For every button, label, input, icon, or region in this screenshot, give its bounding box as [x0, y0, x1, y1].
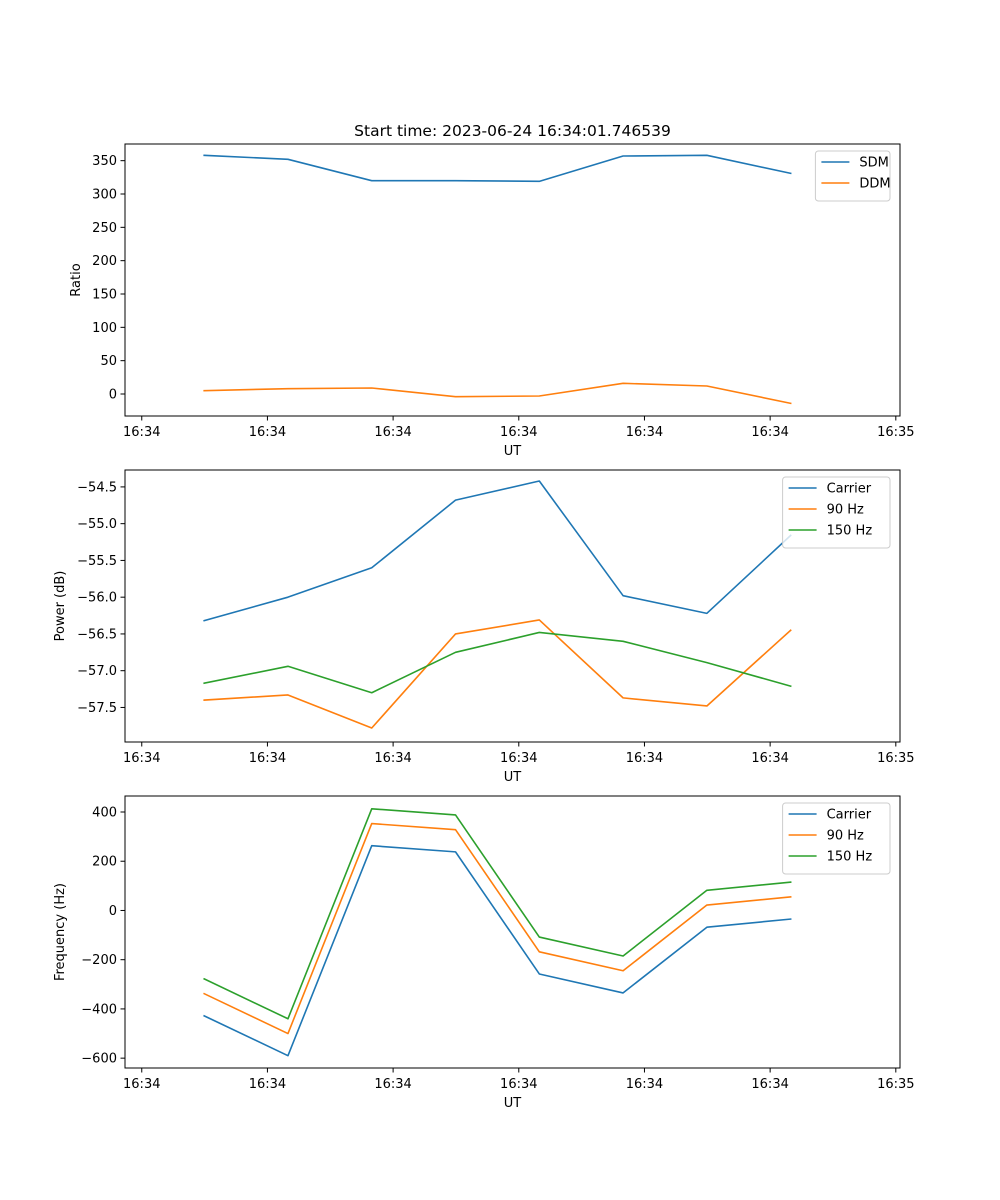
legend-label: 150 Hz [827, 850, 873, 865]
y-tick-label: 200 [92, 254, 117, 269]
x-axis-label: UT [504, 1096, 522, 1111]
legend-label: Carrier [827, 808, 872, 823]
series-line-carrier [203, 480, 792, 622]
y-tick-label: −55.0 [77, 517, 117, 532]
y-tick-label: −400 [81, 1002, 117, 1017]
series-line-ddm [203, 382, 792, 405]
x-tick-label: 16:34 [123, 425, 160, 440]
y-tick-label: 250 [92, 221, 117, 236]
legend-label: SDM [859, 156, 888, 171]
chart-panel-2: 16:34 16:34 16:34 16:34 16:34 16:34 16:35 −57.5… [53, 469, 915, 785]
y-tick-label: 0 [109, 904, 117, 919]
x-tick-label: 16:34 [626, 751, 663, 766]
legend: Carrier 90 Hz 150 Hz [782, 476, 891, 549]
series-line-90-hz [203, 822, 792, 1035]
x-axis-label: UT [504, 770, 522, 785]
x-tick-label: 16:34 [249, 1077, 286, 1092]
plot-area [125, 796, 900, 1068]
series-line-90-hz [203, 619, 792, 729]
x-tick-label: 16:34 [626, 1077, 663, 1092]
x-tick-label: 16:34 [249, 751, 286, 766]
y-tick-label: −200 [81, 953, 117, 968]
x-tick-label: 16:34 [751, 751, 788, 766]
series-line-sdm [203, 154, 792, 183]
x-tick-label: 16:35 [877, 1077, 914, 1092]
plot-area [125, 144, 900, 416]
axes-frame [124, 469, 901, 743]
y-axis-label: Power (dB) [53, 571, 68, 642]
x-tick-label: 16:34 [374, 1077, 411, 1092]
legend: Carrier 90 Hz 150 Hz [782, 802, 891, 875]
chart-title: Start time: 2023-06-24 16:34:01.746539 [354, 122, 671, 140]
y-tick-label: −56.0 [77, 591, 117, 606]
series-line-carrier [203, 844, 792, 1057]
x-tick-label: 16:34 [500, 425, 537, 440]
chart-panel-1: 16:34 16:34 16:34 16:34 16:34 16:34 16:35 0 50 10… [69, 122, 915, 459]
y-tick-label: 350 [92, 154, 117, 169]
y-axis-label: Frequency (Hz) [53, 883, 68, 981]
y-tick-label: 0 [109, 388, 117, 403]
x-tick-label: 16:34 [751, 425, 788, 440]
y-tick-label: 150 [92, 288, 117, 303]
x-tick-label: 16:34 [751, 1077, 788, 1092]
y-tick-label: −54.5 [77, 480, 117, 495]
y-tick-label: −56.5 [77, 627, 117, 642]
y-tick-label: −55.5 [77, 554, 117, 569]
y-tick-label: −57.0 [77, 664, 117, 679]
x-tick-label: 16:34 [500, 1077, 537, 1092]
series-line-150-hz [203, 807, 792, 1020]
x-axis-label: UT [504, 444, 522, 459]
y-tick-label: 200 [92, 855, 117, 870]
y-tick-label: 300 [92, 188, 117, 203]
x-tick-label: 16:35 [877, 751, 914, 766]
x-tick-label: 16:34 [249, 425, 286, 440]
y-tick-label: −57.5 [77, 701, 117, 716]
legend-label: DDM [859, 177, 890, 192]
x-tick-label: 16:34 [123, 751, 160, 766]
legend-box [814, 150, 891, 202]
x-tick-label: 16:34 [123, 1077, 160, 1092]
y-axis-label: Ratio [69, 263, 84, 296]
y-tick-label: 50 [100, 354, 117, 369]
x-tick-label: 16:34 [374, 751, 411, 766]
legend-label: Carrier [827, 482, 872, 497]
legend-label: 90 Hz [827, 829, 864, 844]
chart-panel-3: 16:34 16:34 16:34 16:34 16:34 16:34 16:35 −600 −… [53, 795, 915, 1111]
legend-label: 150 Hz [827, 524, 873, 539]
legend-label: 90 Hz [827, 503, 864, 518]
y-tick-label: 400 [92, 806, 117, 821]
y-tick-label: 100 [92, 321, 117, 336]
y-tick-label: −600 [81, 1052, 117, 1067]
x-tick-label: 16:34 [500, 751, 537, 766]
axes-frame [124, 795, 901, 1069]
x-tick-label: 16:34 [374, 425, 411, 440]
series-line-150-hz [203, 631, 792, 694]
axes-frame [124, 143, 901, 417]
legend: SDM DDM [814, 150, 891, 202]
x-tick-label: 16:35 [877, 425, 914, 440]
x-tick-label: 16:34 [626, 425, 663, 440]
